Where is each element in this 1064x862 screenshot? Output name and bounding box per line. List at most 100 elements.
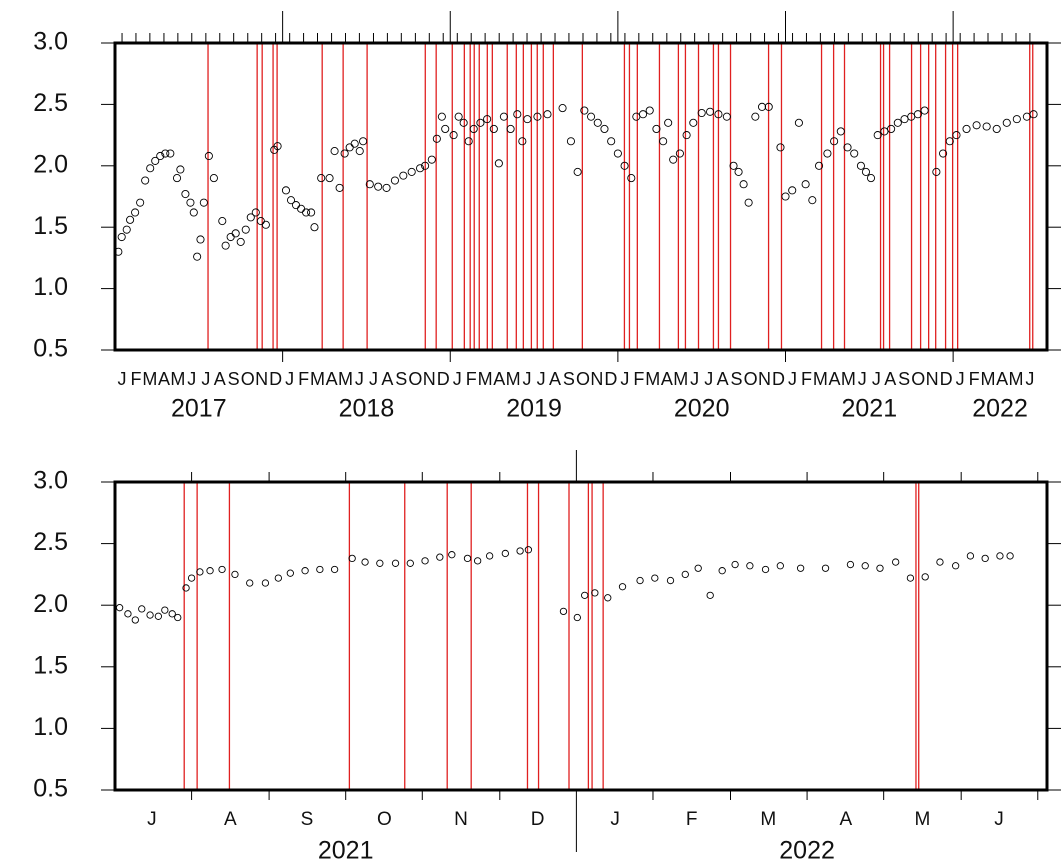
x-tick-label: M xyxy=(170,369,185,389)
x-tick-label: J xyxy=(285,369,294,389)
data-point xyxy=(722,112,731,121)
x-tick-label: F xyxy=(686,809,698,830)
y-tick-label: 1.5 xyxy=(33,651,68,679)
data-point xyxy=(734,167,743,176)
data-point xyxy=(893,118,902,127)
data-point xyxy=(573,613,581,622)
x-tick-label: A xyxy=(214,369,226,389)
data-point xyxy=(489,124,498,134)
x-tick-label: J xyxy=(523,369,532,389)
data-point xyxy=(365,180,374,189)
y-tick-label: 0.5 xyxy=(33,335,68,363)
y-tick-label: 1.0 xyxy=(33,273,68,301)
data-point xyxy=(591,589,599,597)
data-point xyxy=(136,198,145,207)
data-point xyxy=(174,613,182,622)
data-point xyxy=(246,213,255,222)
data-point xyxy=(706,591,714,599)
x-tick-label: M xyxy=(310,369,325,389)
data-point xyxy=(945,137,954,146)
data-point xyxy=(518,137,527,146)
data-point xyxy=(836,127,845,136)
data-point xyxy=(146,611,154,619)
data-point xyxy=(117,232,126,242)
year-label: 2022 xyxy=(779,837,835,862)
data-point xyxy=(675,149,684,158)
year-label: 2021 xyxy=(842,395,898,423)
data-point xyxy=(781,192,790,201)
data-point xyxy=(951,562,960,570)
year-label: 2018 xyxy=(339,395,395,423)
x-tick-label: F xyxy=(130,369,141,389)
data-point xyxy=(516,547,524,555)
data-point xyxy=(330,565,339,574)
year-label: 2021 xyxy=(318,837,374,862)
data-point xyxy=(533,112,542,121)
data-point xyxy=(558,104,567,113)
data-point xyxy=(151,156,160,165)
data-point xyxy=(166,149,175,158)
data-point xyxy=(459,118,468,127)
data-point xyxy=(273,142,282,151)
x-tick-label: D xyxy=(531,809,545,830)
data-point xyxy=(751,112,760,121)
data-point xyxy=(301,567,309,575)
data-point xyxy=(146,164,155,173)
data-point xyxy=(627,174,636,183)
data-point xyxy=(348,554,356,563)
data-point xyxy=(281,186,291,195)
data-point xyxy=(196,568,204,576)
x-tick-label: J xyxy=(620,369,629,389)
x-tick-label: S xyxy=(898,369,910,389)
x-tick-label: J xyxy=(994,809,1004,830)
data-point xyxy=(316,565,324,574)
data-point xyxy=(261,579,270,587)
x-tick-label: A xyxy=(549,369,561,389)
x-tick-label: M xyxy=(915,809,931,830)
x-tick-label: J xyxy=(872,369,881,389)
data-point xyxy=(718,567,726,575)
data-point xyxy=(580,106,589,115)
x-tick-label: N xyxy=(926,369,939,389)
data-point xyxy=(966,552,975,560)
data-point xyxy=(573,167,582,176)
x-tick-label: J xyxy=(788,369,797,389)
x-tick-label: A xyxy=(381,369,393,389)
x-tick-label: M xyxy=(673,369,688,389)
data-point xyxy=(122,225,131,234)
y-tick-label: 1.0 xyxy=(33,713,68,741)
data-point xyxy=(302,208,311,217)
data-point xyxy=(407,167,416,176)
data-point xyxy=(448,551,456,559)
x-tick-label: A xyxy=(884,369,896,389)
data-point xyxy=(286,569,294,577)
data-point xyxy=(449,131,458,140)
data-point xyxy=(330,147,339,156)
data-point xyxy=(340,149,349,158)
data-point xyxy=(221,241,230,250)
x-tick-label: S xyxy=(301,809,314,830)
data-point xyxy=(856,161,865,170)
data-point xyxy=(689,118,698,127)
x-tick-label: A xyxy=(828,369,840,389)
x-tick-label: S xyxy=(395,369,407,389)
data-point xyxy=(866,174,876,183)
x-tick-label: J xyxy=(858,369,867,389)
data-point xyxy=(776,562,784,570)
x-tick-label: J xyxy=(147,809,157,830)
data-point xyxy=(636,576,644,585)
data-point xyxy=(176,165,185,174)
data-point xyxy=(476,118,485,127)
x-tick-label: F xyxy=(466,369,477,389)
data-point xyxy=(483,115,492,124)
data-point xyxy=(913,110,922,119)
x-tick-label: O xyxy=(744,369,758,389)
x-tick-label: M xyxy=(142,369,157,389)
data-point xyxy=(776,143,785,152)
x-tick-label: A xyxy=(717,369,729,389)
x-tick-label: J xyxy=(1025,369,1034,389)
x-tick-label: F xyxy=(969,369,980,389)
data-point xyxy=(399,171,408,180)
data-point xyxy=(906,574,915,582)
plot-frame xyxy=(113,41,1049,352)
